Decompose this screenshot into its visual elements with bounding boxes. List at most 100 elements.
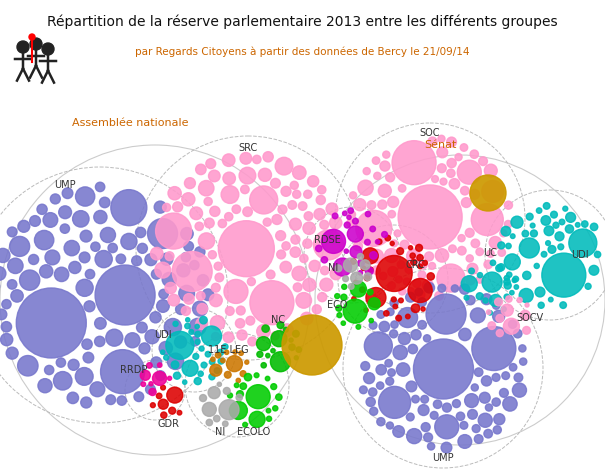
Circle shape bbox=[314, 209, 325, 220]
Circle shape bbox=[418, 320, 427, 329]
Circle shape bbox=[289, 344, 295, 350]
Circle shape bbox=[457, 246, 466, 255]
Circle shape bbox=[266, 354, 270, 357]
Circle shape bbox=[364, 308, 368, 312]
Circle shape bbox=[168, 376, 172, 380]
Circle shape bbox=[8, 258, 23, 273]
Circle shape bbox=[466, 276, 475, 285]
Circle shape bbox=[368, 267, 373, 272]
Circle shape bbox=[219, 400, 239, 419]
Circle shape bbox=[165, 283, 176, 294]
Circle shape bbox=[182, 253, 191, 262]
Circle shape bbox=[11, 290, 23, 302]
Circle shape bbox=[482, 272, 502, 292]
Circle shape bbox=[411, 259, 417, 265]
Circle shape bbox=[183, 380, 187, 384]
Circle shape bbox=[64, 240, 79, 256]
Circle shape bbox=[76, 279, 93, 296]
Circle shape bbox=[477, 273, 483, 278]
Circle shape bbox=[365, 239, 370, 245]
Circle shape bbox=[351, 272, 363, 284]
Circle shape bbox=[2, 300, 11, 309]
Circle shape bbox=[0, 309, 7, 320]
Circle shape bbox=[321, 256, 327, 263]
Circle shape bbox=[30, 38, 42, 50]
Circle shape bbox=[201, 326, 221, 346]
Circle shape bbox=[462, 198, 471, 208]
Circle shape bbox=[372, 157, 380, 164]
Circle shape bbox=[504, 279, 510, 285]
Circle shape bbox=[543, 202, 550, 209]
Circle shape bbox=[243, 207, 252, 217]
Circle shape bbox=[379, 272, 387, 280]
Circle shape bbox=[330, 268, 342, 280]
Circle shape bbox=[106, 329, 123, 346]
Circle shape bbox=[94, 318, 106, 329]
Circle shape bbox=[250, 281, 294, 325]
Circle shape bbox=[208, 387, 220, 399]
Circle shape bbox=[479, 157, 488, 165]
Circle shape bbox=[501, 227, 511, 236]
Circle shape bbox=[175, 304, 186, 315]
Circle shape bbox=[368, 388, 377, 396]
Circle shape bbox=[517, 298, 522, 302]
Circle shape bbox=[369, 321, 377, 329]
Circle shape bbox=[382, 231, 387, 237]
Circle shape bbox=[182, 306, 191, 315]
Circle shape bbox=[417, 298, 427, 306]
Circle shape bbox=[407, 249, 420, 263]
Circle shape bbox=[263, 152, 273, 162]
Circle shape bbox=[320, 220, 329, 229]
Circle shape bbox=[18, 220, 30, 232]
Circle shape bbox=[330, 217, 342, 229]
Circle shape bbox=[45, 365, 54, 374]
Circle shape bbox=[525, 303, 529, 307]
Circle shape bbox=[224, 372, 231, 378]
Circle shape bbox=[377, 418, 385, 426]
Circle shape bbox=[424, 335, 431, 342]
Circle shape bbox=[159, 399, 168, 409]
Circle shape bbox=[506, 296, 512, 302]
Circle shape bbox=[96, 182, 105, 191]
Circle shape bbox=[37, 204, 47, 214]
Circle shape bbox=[223, 172, 235, 185]
Circle shape bbox=[145, 330, 159, 344]
Text: UMP: UMP bbox=[432, 453, 454, 463]
Circle shape bbox=[293, 166, 306, 179]
Circle shape bbox=[348, 208, 353, 213]
Circle shape bbox=[140, 370, 150, 380]
Circle shape bbox=[250, 186, 278, 214]
Circle shape bbox=[277, 322, 284, 328]
Circle shape bbox=[137, 243, 148, 253]
Circle shape bbox=[495, 264, 503, 272]
Circle shape bbox=[278, 205, 287, 214]
Circle shape bbox=[506, 243, 511, 249]
Circle shape bbox=[321, 229, 345, 254]
Circle shape bbox=[341, 294, 347, 301]
Circle shape bbox=[189, 319, 206, 335]
Circle shape bbox=[167, 387, 183, 403]
Text: SRC: SRC bbox=[238, 143, 258, 153]
Circle shape bbox=[59, 206, 71, 219]
Circle shape bbox=[428, 137, 437, 146]
Circle shape bbox=[437, 264, 465, 292]
Circle shape bbox=[19, 270, 40, 290]
Circle shape bbox=[223, 154, 235, 166]
Circle shape bbox=[484, 429, 492, 438]
Circle shape bbox=[168, 187, 182, 200]
Circle shape bbox=[290, 181, 298, 189]
Circle shape bbox=[202, 402, 216, 416]
Circle shape bbox=[397, 261, 405, 268]
Circle shape bbox=[155, 371, 165, 380]
Circle shape bbox=[397, 308, 417, 328]
Text: Sénat: Sénat bbox=[424, 140, 456, 150]
Circle shape bbox=[229, 401, 247, 419]
Circle shape bbox=[244, 374, 252, 381]
Circle shape bbox=[458, 435, 472, 448]
Circle shape bbox=[484, 260, 492, 269]
Circle shape bbox=[224, 280, 248, 303]
Circle shape bbox=[298, 202, 307, 210]
Circle shape bbox=[451, 285, 459, 292]
Circle shape bbox=[460, 144, 468, 151]
Circle shape bbox=[399, 298, 404, 303]
